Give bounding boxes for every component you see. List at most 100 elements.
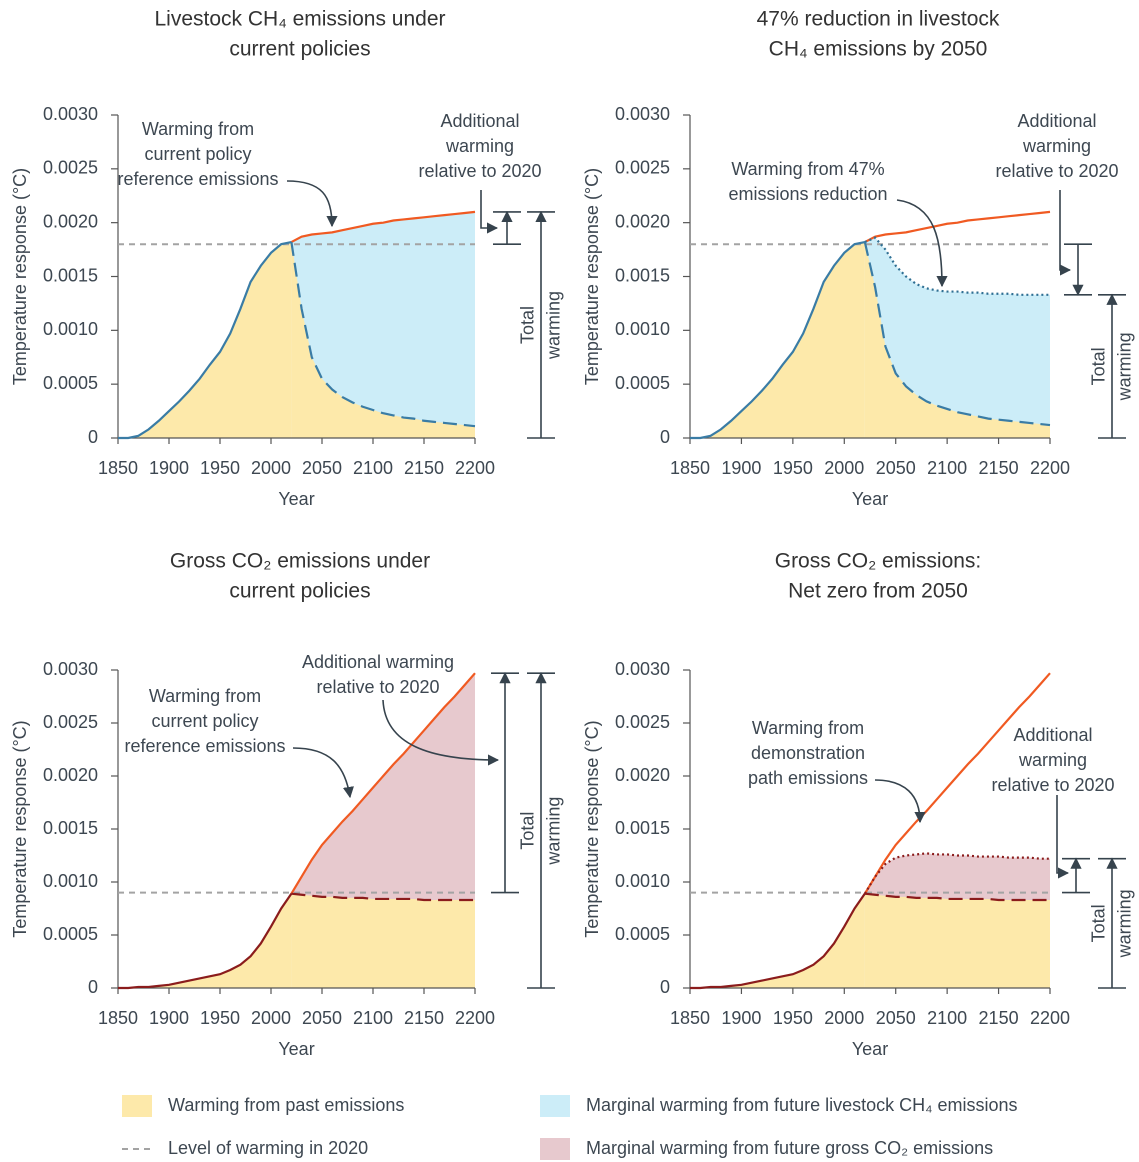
x-tick-label: 2200 xyxy=(1030,1008,1070,1028)
area-fill xyxy=(118,242,292,438)
total-label: warming xyxy=(1115,889,1135,958)
y-tick-label: 0 xyxy=(88,427,98,447)
legend-swatch xyxy=(122,1095,152,1117)
y-tick-label: 0 xyxy=(88,977,98,997)
x-tick-label: 1850 xyxy=(670,1008,710,1028)
panel: Livestock CH₄ emissions under current pol… xyxy=(10,8,564,509)
chart-title: current policies xyxy=(229,580,370,603)
chart-title: Livestock CH₄ emissions under xyxy=(154,8,445,31)
y-tick-label: 0.0005 xyxy=(43,373,98,393)
y-tick-label: 0.0005 xyxy=(615,373,670,393)
annotation: warming xyxy=(1022,136,1091,156)
area-fill xyxy=(864,237,1050,438)
annotation: Warming from 47% xyxy=(731,159,884,179)
annotation: reference emissions xyxy=(124,736,285,756)
x-tick-label: 1900 xyxy=(149,1008,189,1028)
x-tick-label: 1900 xyxy=(149,458,189,478)
y-axis-label: Temperature response (°C) xyxy=(582,168,602,385)
y-axis-label: Temperature response (°C) xyxy=(582,720,602,937)
legend-label: Warming from past emissions xyxy=(168,1095,404,1115)
legend-swatch xyxy=(540,1095,570,1117)
y-axis-label: Temperature response (°C) xyxy=(10,168,30,385)
x-tick-label: 2150 xyxy=(979,458,1019,478)
x-tick-label: 1850 xyxy=(98,1008,138,1028)
series-line xyxy=(863,672,1051,895)
area-fill xyxy=(291,211,475,438)
series-line xyxy=(864,236,1050,296)
annotation-arrow xyxy=(1059,190,1072,276)
annotation-arrow xyxy=(896,199,948,288)
annotation: Warming from xyxy=(142,119,254,139)
annotation-arrow xyxy=(480,190,499,234)
area-fill xyxy=(690,242,865,438)
y-tick-label: 0.0020 xyxy=(615,211,670,231)
y-tick-label: 0.0010 xyxy=(43,871,98,891)
area-fill xyxy=(118,893,292,988)
series-line xyxy=(690,893,866,990)
y-tick-label: 0.0010 xyxy=(615,871,670,891)
annotation: relative to 2020 xyxy=(995,161,1118,181)
annotation: relative to 2020 xyxy=(418,161,541,181)
x-tick-label: 1950 xyxy=(200,458,240,478)
chart-title: current policies xyxy=(229,38,370,61)
y-tick-label: 0.0015 xyxy=(615,818,670,838)
y-tick-label: 0.0030 xyxy=(615,659,670,679)
series-line xyxy=(118,893,293,990)
y-tick-label: 0.0010 xyxy=(43,319,98,339)
annotation: emissions reduction xyxy=(728,184,887,204)
area-fill xyxy=(690,893,865,988)
y-tick-label: 0.0015 xyxy=(43,265,98,285)
y-tick-label: 0.0020 xyxy=(43,211,98,231)
x-axis-label: Year xyxy=(852,489,888,509)
series-line xyxy=(863,852,1050,895)
panel: Gross CO₂ emissions: Net zero from 2050 0 0… xyxy=(582,550,1135,1059)
series-line xyxy=(863,241,1051,427)
x-tick-label: 2200 xyxy=(1030,458,1070,478)
area-fill xyxy=(291,893,475,988)
x-tick-label: 1850 xyxy=(98,458,138,478)
area-fill xyxy=(864,242,1050,438)
y-tick-label: 0.0020 xyxy=(43,765,98,785)
annotation: relative to 2020 xyxy=(316,677,439,697)
x-axis-label: Year xyxy=(278,1039,314,1059)
x-tick-label: 2000 xyxy=(251,458,291,478)
annotation: Additional xyxy=(1017,111,1096,131)
annotation: current policy xyxy=(144,144,251,164)
total-label: Total xyxy=(518,306,538,344)
y-tick-label: 0.0030 xyxy=(43,659,98,679)
total-label: warming xyxy=(1115,332,1135,401)
total-label: Total xyxy=(1089,904,1109,942)
annotation: reference emissions xyxy=(117,169,278,189)
chart-title: 47% reduction in livestock xyxy=(757,8,1000,31)
total-label: warming xyxy=(544,797,564,866)
x-tick-label: 1950 xyxy=(773,1008,813,1028)
total-label: warming xyxy=(544,291,564,360)
y-tick-label: 0.0020 xyxy=(615,765,670,785)
legend-label: Level of warming in 2020 xyxy=(168,1138,368,1158)
y-tick-label: 0.0030 xyxy=(43,104,98,124)
annotation: demonstration xyxy=(751,743,865,763)
legend-label: Marginal warming from future livestock C… xyxy=(586,1095,1017,1115)
x-tick-label: 2050 xyxy=(302,1008,342,1028)
annotation: Warming from xyxy=(752,718,864,738)
x-tick-label: 2000 xyxy=(251,1008,291,1028)
x-axis-label: Year xyxy=(852,1039,888,1059)
y-tick-label: 0 xyxy=(660,427,670,447)
y-tick-label: 0.0015 xyxy=(615,265,670,285)
annotation: Additional xyxy=(1013,725,1092,745)
y-tick-label: 0.0030 xyxy=(615,104,670,124)
x-tick-label: 2050 xyxy=(302,458,342,478)
annotation: relative to 2020 xyxy=(991,775,1114,795)
series-line xyxy=(118,240,292,440)
y-tick-label: 0.0025 xyxy=(615,158,670,178)
x-axis-label: Year xyxy=(278,489,314,509)
y-tick-label: 0.0005 xyxy=(615,924,670,944)
x-tick-label: 1900 xyxy=(721,1008,761,1028)
y-tick-label: 0.0010 xyxy=(615,319,670,339)
annotation: Additional xyxy=(440,111,519,131)
y-tick-label: 0.0005 xyxy=(43,924,98,944)
x-tick-label: 2100 xyxy=(927,1008,967,1028)
x-tick-label: 1950 xyxy=(773,458,813,478)
total-label: Total xyxy=(1089,347,1109,385)
panel: Gross CO₂ emissions under current policie… xyxy=(10,550,564,1059)
